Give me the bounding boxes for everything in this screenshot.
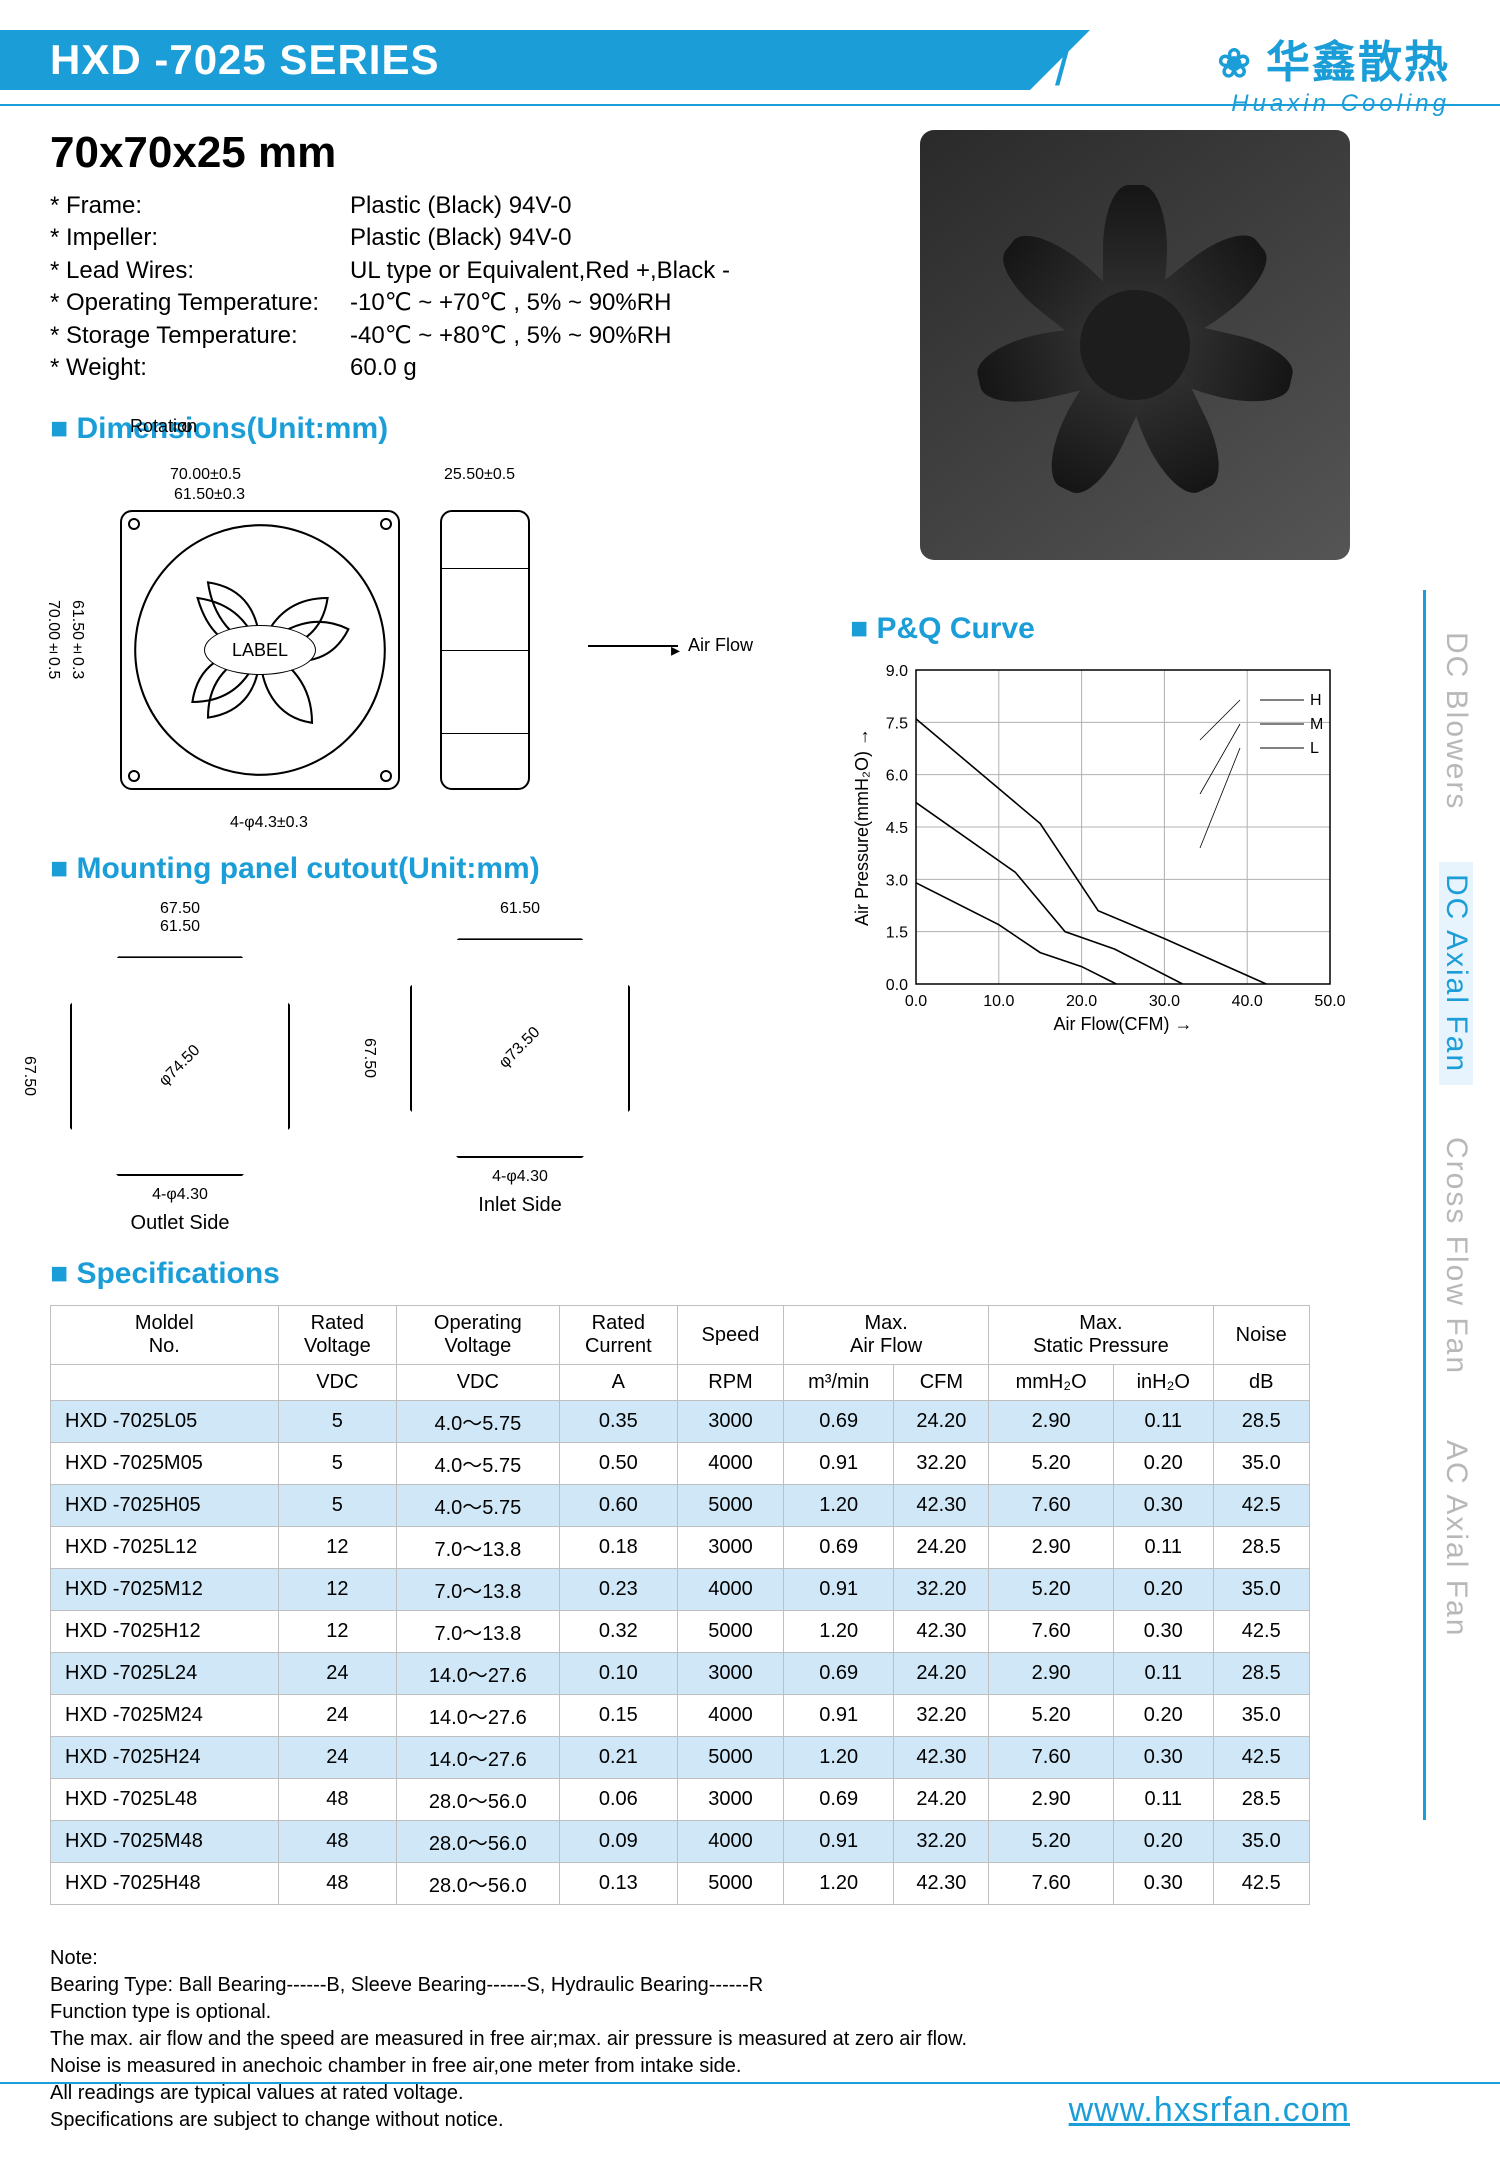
cutout-outlet-shape: φ74.50 xyxy=(70,956,290,1176)
table-row: HXD -7025H242414.0～27.60.2150001.2042.30… xyxy=(51,1737,1310,1779)
svg-text:7.5: 7.5 xyxy=(886,715,908,732)
svg-text:3.0: 3.0 xyxy=(886,872,908,889)
footer-url[interactable]: www.hxsrfan.com xyxy=(1069,2091,1350,2130)
spec-val: Plastic (Black) 94V-0 xyxy=(350,190,571,222)
spec-key: * Weight: xyxy=(50,352,350,384)
side-divider xyxy=(1423,590,1426,1820)
fan-label: LABEL xyxy=(204,625,316,675)
cutout-dia2: φ73.50 xyxy=(496,1024,544,1072)
table-row: HXD -7025M0554.0～5.750.5040000.9132.205.… xyxy=(51,1443,1310,1485)
svg-text:4.5: 4.5 xyxy=(886,820,908,837)
side-tab-cross-flow-fan[interactable]: Cross Flow Fan xyxy=(1439,1125,1473,1387)
side-tab-dc-blowers[interactable]: DC Blowers xyxy=(1439,620,1473,822)
header-rule xyxy=(0,104,1500,106)
dim-depth: 25.50±0.5 xyxy=(444,466,515,484)
table-row: HXD -7025H484828.0～56.00.1350001.2042.30… xyxy=(51,1863,1310,1905)
dim-mount-height: 61.50±0.3 xyxy=(68,600,86,679)
pq-heading: P&Q Curve xyxy=(850,612,1350,646)
table-row: HXD -7025M484828.0～56.00.0940000.9132.20… xyxy=(51,1821,1310,1863)
series-title: HXD -7025 SERIES xyxy=(0,30,1030,90)
spec-val: Plastic (Black) 94V-0 xyxy=(350,222,571,254)
fan-front-drawing: LABEL xyxy=(120,510,400,790)
spec-val: 60.0 g xyxy=(350,352,417,384)
notes-title: Note: xyxy=(50,1945,1450,1972)
spec-val: -40℃ ~ +80℃ , 5% ~ 90%RH xyxy=(350,320,671,352)
note-line: The max. air flow and the speed are meas… xyxy=(50,2026,1450,2053)
spec-val: -10℃ ~ +70℃ , 5% ~ 90%RH xyxy=(350,287,671,319)
airflow-label: ▸ Air Flow xyxy=(588,635,753,656)
cutout-h: 67.50 xyxy=(20,1056,38,1096)
spec-key: * Impeller: xyxy=(50,222,350,254)
note-line: Noise is measured in anechoic chamber in… xyxy=(50,2053,1450,2080)
dim-front-height: 70.00±0.5 xyxy=(44,600,62,679)
note-line: Function type is optional. xyxy=(50,1999,1450,2026)
table-row: HXD -7025H0554.0～5.750.6050001.2042.307.… xyxy=(51,1485,1310,1527)
side-tab-dc-axial-fan[interactable]: DC Axial Fan xyxy=(1439,862,1473,1085)
cutout-holes-2: 4-φ4.30 xyxy=(390,1168,650,1186)
table-row: HXD -7025H12127.0～13.80.3250001.2042.307… xyxy=(51,1611,1310,1653)
table-row: HXD -7025M12127.0～13.80.2340000.9132.205… xyxy=(51,1569,1310,1611)
spec-key: * Frame: xyxy=(50,190,350,222)
cutout-dia1: φ74.50 xyxy=(156,1042,204,1090)
svg-text:1.5: 1.5 xyxy=(886,925,908,942)
spec-table: MoldelNo.RatedVoltageOperatingVoltageRat… xyxy=(50,1305,1310,1905)
table-row: HXD -7025L0554.0～5.750.3530000.6924.202.… xyxy=(51,1401,1310,1443)
table-row: HXD -7025M242414.0～27.60.1540000.9132.20… xyxy=(51,1695,1310,1737)
pq-chart: 0.0 1.5 3.0 4.5 6.0 7.5 9.0 0.0 10.0 20.0 30.0 40.0… xyxy=(850,660,1350,1040)
svg-text:Air Flow(CFM) →: Air Flow(CFM) → xyxy=(1054,1014,1193,1034)
spec-val: UL type or Equivalent,Red +,Black - xyxy=(350,255,730,287)
brand-slash-icon: / xyxy=(1055,36,1070,98)
spec-key: * Operating Temperature: xyxy=(50,287,350,319)
svg-text:20.0: 20.0 xyxy=(1066,993,1097,1010)
table-row: HXD -7025L12127.0～13.80.1830000.6924.202… xyxy=(51,1527,1310,1569)
svg-text:6.0: 6.0 xyxy=(886,768,908,785)
cutout-inlet-label: Inlet Side xyxy=(390,1194,650,1217)
cutout-outlet-label: Outlet Side xyxy=(50,1212,310,1235)
spec-key: * Lead Wires: xyxy=(50,255,350,287)
header: HXD -7025 SERIES / ❀ 华鑫散热 Huaxin Cooling xyxy=(50,30,1450,98)
dim-front-width: 70.00±0.5 xyxy=(170,466,241,484)
cutout-holes-1: 4-φ4.30 xyxy=(50,1186,310,1204)
cutout-w: 67.50 xyxy=(160,900,200,917)
fan-side-drawing xyxy=(440,510,530,790)
product-photo xyxy=(920,130,1350,560)
svg-text:H: H xyxy=(1310,692,1322,709)
dim-mount-width: 61.50±0.3 xyxy=(174,486,245,504)
side-tab-ac-axial-fan[interactable]: AC Axial Fan xyxy=(1439,1428,1473,1649)
svg-text:9.0: 9.0 xyxy=(886,663,908,680)
svg-text:M: M xyxy=(1310,716,1323,733)
cutout-h-2: 67.50 xyxy=(360,1038,378,1078)
footer-rule xyxy=(0,2082,1500,2084)
cutout-w-in: 61.50 xyxy=(160,918,200,935)
svg-text:0.0: 0.0 xyxy=(886,977,908,994)
cutout-w-in-2: 61.50 xyxy=(500,900,540,917)
dim-holes: 4-φ4.3±0.3 xyxy=(230,814,308,832)
svg-text:50.0: 50.0 xyxy=(1314,993,1345,1010)
svg-text:0.0: 0.0 xyxy=(905,993,927,1010)
table-row: HXD -7025L484828.0～56.00.0630000.6924.20… xyxy=(51,1779,1310,1821)
note-line: Bearing Type: Ball Bearing------B, Sleev… xyxy=(50,1972,1450,1999)
cutout-inlet-shape: φ73.50 xyxy=(410,938,630,1158)
table-row: HXD -7025L242414.0～27.60.1030000.6924.20… xyxy=(51,1653,1310,1695)
svg-text:40.0: 40.0 xyxy=(1232,993,1263,1010)
svg-text:L: L xyxy=(1310,740,1319,757)
spec-table-heading: Specifications xyxy=(50,1257,1450,1291)
svg-text:Air Pressure(mmH₂O) →: Air Pressure(mmH₂O) → xyxy=(852,728,872,926)
spec-key: * Storage Temperature: xyxy=(50,320,350,352)
svg-text:10.0: 10.0 xyxy=(983,993,1014,1010)
svg-text:30.0: 30.0 xyxy=(1149,993,1180,1010)
brand-cn: ❀ 华鑫散热 xyxy=(1217,26,1450,90)
